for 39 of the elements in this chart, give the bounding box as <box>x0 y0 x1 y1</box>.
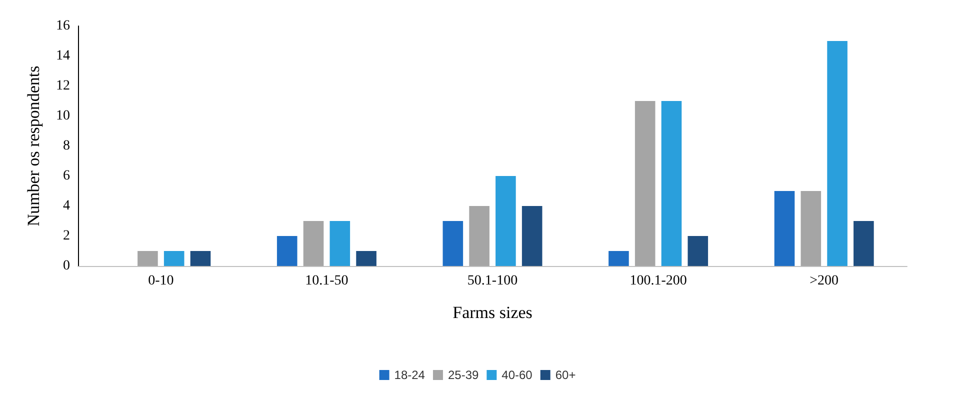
bar <box>442 221 464 266</box>
x-axis-title: Farms sizes <box>452 303 532 322</box>
bar <box>496 176 516 266</box>
bar <box>800 191 822 266</box>
bar <box>688 236 708 266</box>
y-tick-label: 16 <box>56 18 70 34</box>
x-tick-label: 50.1-100 <box>467 274 518 288</box>
y-tick-label: 2 <box>63 228 70 244</box>
x-tick-label: 100.1-200 <box>630 274 687 288</box>
y-tick-label: 6 <box>63 168 70 184</box>
bar <box>190 251 211 266</box>
y-axis-title: Number os respondents <box>24 66 43 226</box>
y-tick-label: 4 <box>63 198 70 214</box>
bar <box>608 251 629 266</box>
bar <box>634 101 656 266</box>
bar <box>774 191 795 266</box>
bar <box>854 221 874 266</box>
y-tick-label: 10 <box>56 108 70 124</box>
y-tick-label: 14 <box>56 48 70 64</box>
y-tick-label: 12 <box>56 78 70 94</box>
bar <box>276 236 298 266</box>
legend-label: 40-60 <box>502 368 533 382</box>
bar <box>138 251 158 266</box>
bar <box>827 41 848 266</box>
x-tick-label: 0-10 <box>148 274 174 288</box>
x-tick-label: 10.1-50 <box>305 274 348 288</box>
y-tick-label: 0 <box>63 258 70 274</box>
x-tick-label: >200 <box>810 274 839 288</box>
legend-label: 60+ <box>555 368 576 382</box>
bar <box>330 221 350 266</box>
bar <box>469 206 490 266</box>
legend-label: 25-39 <box>448 368 479 382</box>
bar <box>661 101 682 266</box>
bar <box>356 251 376 266</box>
y-tick-label: 8 <box>63 138 70 154</box>
bar <box>522 206 542 266</box>
bar <box>164 251 184 266</box>
bar <box>303 221 324 266</box>
legend-label: 18-24 <box>394 368 426 382</box>
